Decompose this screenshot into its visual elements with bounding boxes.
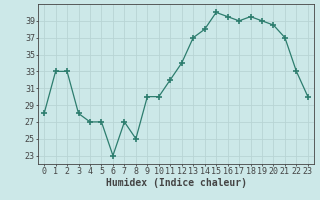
X-axis label: Humidex (Indice chaleur): Humidex (Indice chaleur) [106, 178, 246, 188]
